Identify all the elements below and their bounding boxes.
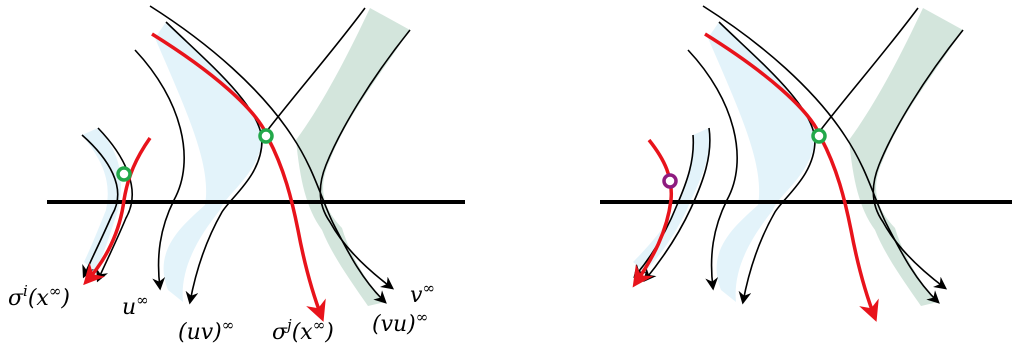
- label-sigma-i: σi(x∞): [8, 282, 70, 311]
- red-path-sigma-j-right: [704, 32, 879, 322]
- band-blue-uv: [155, 22, 262, 302]
- band-blue-small: [82, 128, 122, 272]
- red-path-sigma-j: [151, 32, 326, 322]
- curve-u-inf: [134, 49, 185, 291]
- label-uv-inf: (uv)∞: [178, 316, 234, 345]
- marker-green-small: [116, 166, 132, 182]
- curve-uv-inf-right: [718, 21, 816, 305]
- right-panel: [600, 5, 1012, 322]
- band-green-vu: [296, 8, 410, 306]
- curve-small-inner: [96, 127, 133, 283]
- label-u-inf: u∞: [122, 291, 149, 320]
- label-v-inf: v∞: [410, 279, 435, 308]
- label-sigma-j: σj(x∞): [272, 316, 334, 345]
- curve-small-outer-right: [633, 134, 695, 278]
- curve-v-inf: [319, 29, 411, 290]
- marker-green-large-right: [811, 128, 827, 144]
- curve-small-inner-right: [643, 127, 711, 282]
- curve-sigma-j-black: [149, 5, 387, 304]
- band-green-vu-right: [849, 8, 963, 306]
- curve-v-inf-right: [872, 29, 964, 290]
- left-panel: σi(x∞) u∞ (uv)∞ σj(x∞) (vu)∞ v∞: [8, 5, 465, 345]
- curve-uv-inf: [165, 21, 263, 305]
- curve-u-inf-right: [687, 49, 738, 291]
- red-path-sigma-i: [83, 136, 152, 286]
- curve-vu-inf-right: [812, 7, 919, 141]
- marker-green-large: [258, 128, 274, 144]
- label-vu-inf: (vu)∞: [372, 308, 428, 337]
- curve-small-outer: [81, 134, 119, 279]
- red-path-sigma-i-right: [632, 138, 674, 288]
- curve-sigma-j-black-right: [702, 5, 940, 304]
- curve-vu-inf: [259, 7, 366, 141]
- band-blue-uv-right: [708, 22, 815, 302]
- marker-purple-small: [662, 173, 678, 189]
